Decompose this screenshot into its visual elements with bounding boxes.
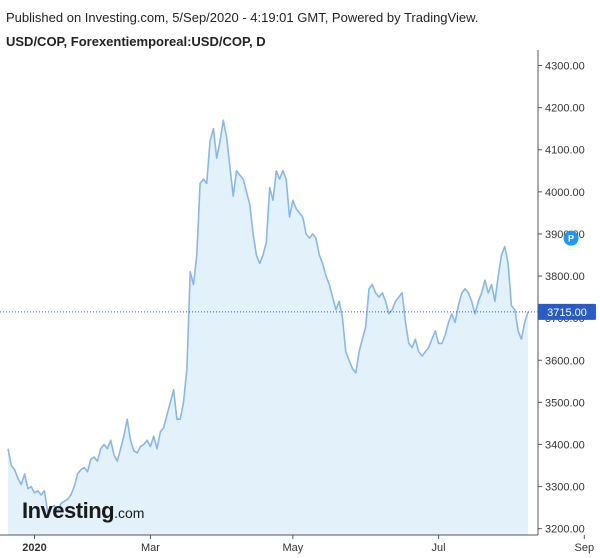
x-tick-label: Jul bbox=[432, 542, 446, 554]
y-tick-label: 3800.00 bbox=[545, 271, 585, 283]
chart-overlay: 3715.00 P bbox=[0, 230, 596, 320]
position-marker-circle[interactable] bbox=[563, 230, 579, 246]
last-price-badge bbox=[538, 303, 596, 320]
investing-logo: Investing .com bbox=[22, 498, 144, 524]
price-axis[interactable]: 3200.003300.003400.003500.003600.003700.… bbox=[537, 50, 585, 536]
plot-area bbox=[7, 119, 529, 536]
y-tick-label: 4100.00 bbox=[545, 145, 585, 157]
y-tick-label: 4300.00 bbox=[545, 61, 585, 73]
time-axis[interactable]: 2020 Mar May Jul Sep bbox=[0, 534, 595, 554]
x-tick-label: May bbox=[282, 542, 303, 554]
price-area-fill bbox=[8, 120, 528, 536]
symbol-title: USD/COP, Forexentiemporeal:USD/COP, D bbox=[6, 34, 266, 49]
y-tick-label: 3300.00 bbox=[545, 482, 585, 494]
y-tick-label: 3400.00 bbox=[545, 439, 585, 451]
last-price-label: 3715.00 bbox=[547, 307, 587, 319]
position-marker[interactable]: P bbox=[563, 230, 579, 246]
x-tick-label: Sep bbox=[575, 542, 595, 554]
position-marker-label: P bbox=[568, 234, 574, 244]
x-tick-label: 2020 bbox=[22, 542, 46, 554]
price-series-line bbox=[7, 119, 529, 513]
y-tick-label: 3200.00 bbox=[545, 524, 585, 536]
logo-wordmark: Investing bbox=[22, 498, 115, 523]
y-tick-label: 4200.00 bbox=[545, 103, 585, 115]
published-info: Published on Investing.com, 5/Sep/2020 -… bbox=[6, 10, 479, 25]
x-tick-label: Mar bbox=[141, 542, 160, 554]
y-tick-label: 3600.00 bbox=[545, 355, 585, 367]
y-tick-label: 3500.00 bbox=[545, 397, 585, 409]
logo-suffix: .com bbox=[114, 505, 145, 521]
y-tick-label: 4000.00 bbox=[545, 187, 585, 199]
